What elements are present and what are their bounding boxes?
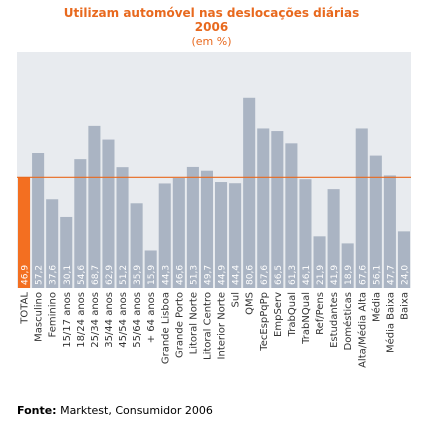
value-label-13: 49,7 [203, 265, 213, 285]
bar-1 [32, 153, 45, 288]
category-label-11: Grande Porto [174, 292, 185, 358]
bar-4 [74, 159, 87, 288]
bar-17 [257, 128, 270, 288]
bar-12 [186, 166, 199, 288]
value-label-4: 54,6 [77, 265, 87, 285]
bar-5 [88, 125, 101, 289]
bar-27 [397, 231, 410, 288]
value-label-18: 66,5 [274, 265, 284, 285]
category-label-6: 35/44 anos [104, 292, 115, 348]
category-label-13: Litoral Centro [202, 292, 213, 360]
bar-7 [116, 167, 129, 288]
bar-23 [341, 243, 354, 288]
bar-26 [383, 175, 396, 288]
bar-21 [313, 236, 326, 288]
source-note: Fonte: Marktest, Consumidor 2006 [17, 404, 213, 417]
category-label-24: Alta/Média Alta [356, 292, 368, 368]
category-label-4: 18/24 anos [76, 292, 87, 348]
category-label-27: Baixa [399, 292, 410, 320]
bar-18 [271, 131, 284, 288]
bar-22 [327, 189, 340, 288]
bar-9 [144, 250, 157, 288]
value-label-20: 46,1 [302, 265, 312, 285]
value-label-22: 41,9 [330, 265, 340, 285]
chart-title-line1: Utilizam automóvel nas deslocações diári… [63, 6, 360, 20]
value-label-26: 47,7 [386, 265, 396, 285]
value-label-15: 44,4 [232, 265, 242, 285]
category-label-21: Ref/Pens [315, 292, 326, 335]
category-label-23: Domésticas [342, 292, 354, 350]
bar-25 [369, 155, 382, 288]
bar-15 [229, 183, 242, 288]
bar-13 [200, 170, 213, 288]
source-label: Fonte: [17, 404, 57, 417]
bar-19 [285, 143, 298, 288]
category-label-14: Interior Norte [217, 292, 228, 359]
bar-3 [60, 216, 73, 288]
value-label-5: 68,7 [91, 265, 101, 285]
bar-2 [46, 199, 59, 288]
value-label-17: 67,6 [260, 265, 270, 285]
category-label-16: QMS [245, 292, 256, 315]
bar-20 [299, 179, 312, 288]
bar-10 [158, 183, 171, 288]
bar-8 [130, 203, 143, 288]
source-text: Marktest, Consumidor 2006 [60, 404, 213, 417]
bar-6 [102, 139, 115, 288]
value-label-0: 46,9 [21, 265, 31, 285]
category-label-5: 25/34 anos [90, 292, 101, 348]
category-label-17: TecEspPqPp [259, 292, 270, 352]
category-label-7: 45/54 anos [118, 292, 129, 348]
category-label-3: 15/17 anos [62, 292, 73, 348]
bar-chart: 46,9 TOTAL 57,2 Masculino 37,6 Feminino 30,1 15… [17, 52, 411, 368]
value-label-1: 57,2 [35, 265, 45, 285]
value-label-19: 61,3 [288, 265, 298, 285]
category-label-19: TrabQual [287, 292, 298, 337]
category-label-10: Grande Lisboa [160, 292, 171, 364]
bar-14 [215, 182, 228, 288]
value-label-12: 51,3 [189, 265, 199, 285]
category-label-0: TOTAL [20, 292, 31, 325]
value-label-9: 15,9 [147, 265, 157, 285]
category-label-20: TrabNQual [301, 292, 312, 345]
category-label-26: Média Baixa [384, 292, 396, 353]
category-label-2: Feminino [48, 292, 59, 337]
value-label-14: 44,9 [218, 265, 228, 285]
value-label-24: 67,6 [358, 265, 368, 285]
value-label-3: 30,1 [63, 265, 73, 285]
chart-title-line2: 2006 [194, 20, 229, 34]
bar-16 [243, 97, 256, 288]
category-label-12: Litoral Norte [188, 292, 199, 354]
value-label-6: 62,9 [105, 265, 115, 285]
value-label-7: 51,2 [119, 265, 129, 285]
value-label-10: 44,3 [161, 265, 171, 285]
value-label-21: 21,9 [316, 265, 326, 285]
chart-subtitle: (em %) [191, 35, 232, 48]
category-label-25: Média [370, 292, 382, 322]
category-label-9: + 64 anos [146, 292, 157, 343]
value-label-2: 37,6 [49, 265, 59, 285]
category-label-22: Estudantes [329, 292, 340, 348]
category-label-8: 55/64 anos [132, 292, 143, 348]
bar-11 [172, 178, 185, 288]
category-label-15: Sul [231, 292, 242, 307]
value-label-16: 80,6 [246, 265, 256, 285]
value-label-8: 35,9 [133, 265, 143, 285]
value-label-25: 56,1 [372, 265, 382, 285]
bar-24 [355, 128, 368, 288]
category-label-18: EmpServ [273, 292, 284, 337]
value-label-11: 46,6 [175, 265, 185, 285]
category-label-1: Masculino [34, 292, 45, 342]
value-label-23: 18,9 [344, 265, 354, 285]
value-label-27: 24,0 [400, 265, 410, 285]
bar-0 [18, 177, 31, 288]
